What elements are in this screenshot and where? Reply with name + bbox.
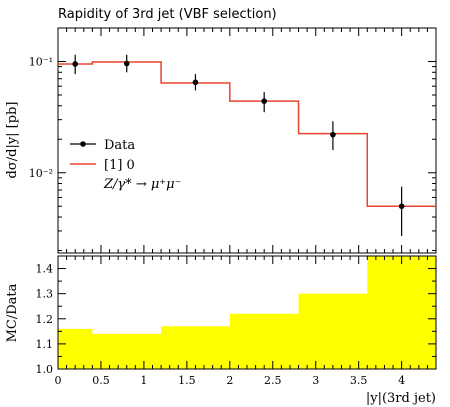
x-tick-label: 3.5 (350, 374, 368, 387)
main-plot-panel: dσ/d|y| [pb] 10⁻¹ 10⁻² Data [1] 0 Z/γ* → … (5, 27, 437, 254)
x-tick-label: 4 (398, 374, 405, 387)
legend-mc-label: [1] 0 (104, 158, 135, 173)
ratio-band (58, 256, 436, 369)
x-tick-label: 0.5 (92, 374, 110, 387)
y-axis-label-main: dσ/d|y| [pb] (5, 102, 20, 179)
legend-data-label: Data (104, 138, 135, 153)
data-point (72, 61, 78, 67)
data-point (330, 131, 336, 138)
y-tick-label-ratio: 1.0 (36, 363, 54, 376)
ratio-plot-panel: MC/Data 1.0 1.1 1.2 1.3 1.4 0 0.5 1 1.5 2 2.5 3 3.5… (5, 255, 437, 406)
y-tick-label-main: 10⁻¹ (29, 55, 53, 68)
x-axis-label: |y|(3rd jet) (366, 391, 436, 406)
data-point (192, 79, 199, 86)
legend-data-marker (80, 141, 86, 147)
x-tick-label: 2 (226, 374, 233, 387)
x-tick-label: 1.5 (178, 374, 196, 387)
y-tick-label-ratio: 1.3 (36, 288, 54, 301)
y-axis-label-ratio: MC/Data (5, 283, 20, 342)
ratio-x-ticks: 0 0.5 1 1.5 2 2.5 3 3.5 4 (55, 256, 437, 387)
main-x-ticks (57, 28, 437, 253)
x-tick-label: 3 (312, 374, 319, 387)
data-point (398, 203, 405, 210)
mc-step-line (58, 61, 436, 207)
ratio-y-ticks: 1.0 1.1 1.2 1.3 1.4 (36, 255, 436, 376)
mc-histogram (58, 61, 436, 207)
y-tick-label-ratio: 1.1 (36, 338, 54, 351)
data-point (261, 98, 267, 104)
y-tick-label-ratio: 1.4 (36, 263, 54, 276)
y-tick-label-main: 10⁻² (29, 167, 53, 180)
x-tick-label: 2.5 (264, 374, 282, 387)
chart-title: Rapidity of 3rd jet (VBF selection) (58, 7, 277, 22)
main-y-ticks: 10⁻¹ 10⁻² (29, 27, 436, 252)
data-point (123, 60, 130, 67)
data-points (72, 54, 405, 237)
x-tick-label: 0 (55, 374, 62, 387)
legend: Data [1] 0 Z/γ* → μ⁺μ⁻ (70, 138, 181, 192)
x-tick-label: 1 (140, 374, 147, 387)
legend-process-label: Z/γ* → μ⁺μ⁻ (103, 177, 181, 192)
ratio-fill-area (58, 256, 436, 369)
y-tick-label-ratio: 1.2 (36, 313, 54, 326)
